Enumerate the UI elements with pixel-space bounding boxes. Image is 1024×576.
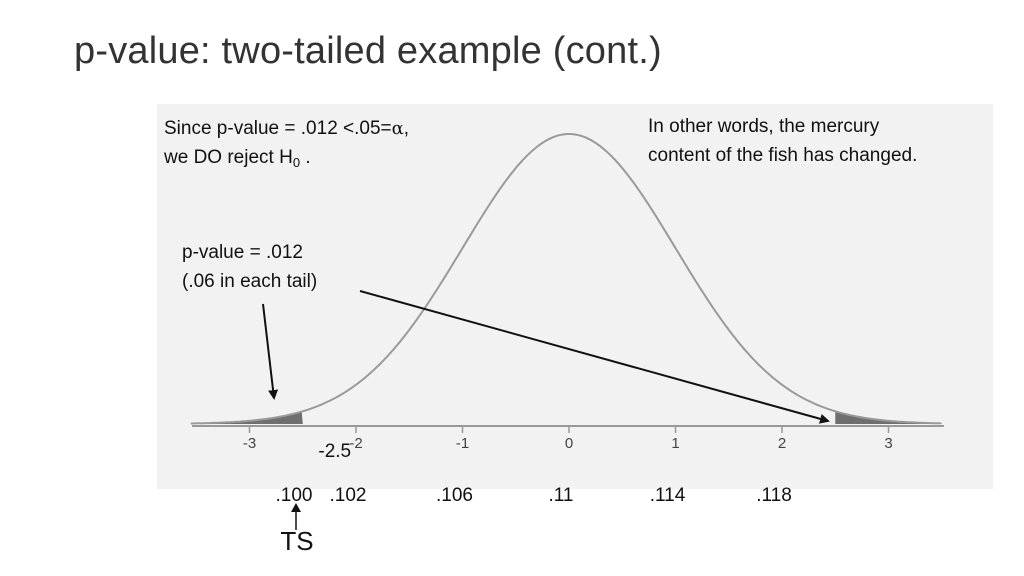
z-tick-label: 0 (565, 435, 573, 452)
arrow-to-right-tail (359, 290, 830, 424)
pvalue-note: p-value = .012 (.06 in each tail) (182, 238, 317, 296)
pvalue-line-2: (.06 in each tail) (182, 271, 318, 292)
reject-text: we DO reject H (164, 147, 293, 168)
ts-arrow-head (291, 503, 301, 512)
conclusion-note: In other words, the mercury content of t… (648, 112, 917, 170)
z-tick-label: 3 (884, 435, 892, 452)
left-tail-shading (190, 411, 303, 424)
decision-text: Since p-value = .012 <.05= (164, 118, 392, 139)
ts-label: TS (280, 526, 313, 556)
raw-scale-label: .118 (756, 485, 792, 506)
raw-scale-label: .100 (276, 485, 313, 506)
raw-scale-label: .11 (548, 485, 573, 506)
raw-scale-label: .114 (650, 485, 686, 506)
raw-scale-label: .106 (436, 485, 473, 506)
z-tick-label: 1 (671, 435, 679, 452)
raw-scale-labels: .100 .102 .106 .11 .114 .118 (276, 485, 792, 506)
decision-line-1: Since p-value = .012 <.05=α, (164, 114, 409, 143)
reject-period: . (300, 147, 311, 168)
alpha-symbol: α (391, 118, 404, 139)
decision-line-2: we DO reject H0 . (164, 143, 409, 177)
right-tail-shading (835, 411, 942, 424)
arrow-to-left-tail (262, 303, 279, 400)
z-tick-label: -3 (243, 435, 256, 452)
figure-panel (157, 104, 993, 489)
conclusion-line-1: In other words, the mercury (648, 116, 880, 137)
decision-comma: , (403, 118, 410, 139)
z-axis-ticks: -3 -2 -1 0 1 2 3 (243, 426, 893, 452)
test-statistic-z-label: -2.5 (318, 441, 351, 462)
conclusion-line-2: content of the fish has changed. (648, 145, 918, 166)
z-tick-label: -1 (456, 435, 469, 452)
decision-note: Since p-value = .012 <.05=α, we DO rejec… (164, 114, 409, 177)
bell-curve (190, 133, 941, 425)
z-tick-label: 2 (778, 435, 786, 452)
raw-scale-label: .102 (330, 485, 367, 506)
pvalue-line-1: p-value = .012 (182, 242, 303, 263)
h0-subscript: 0 (292, 155, 301, 170)
slide-title: p-value: two-tailed example (cont.) (74, 30, 662, 72)
z-tick-label: -2 (349, 435, 362, 452)
